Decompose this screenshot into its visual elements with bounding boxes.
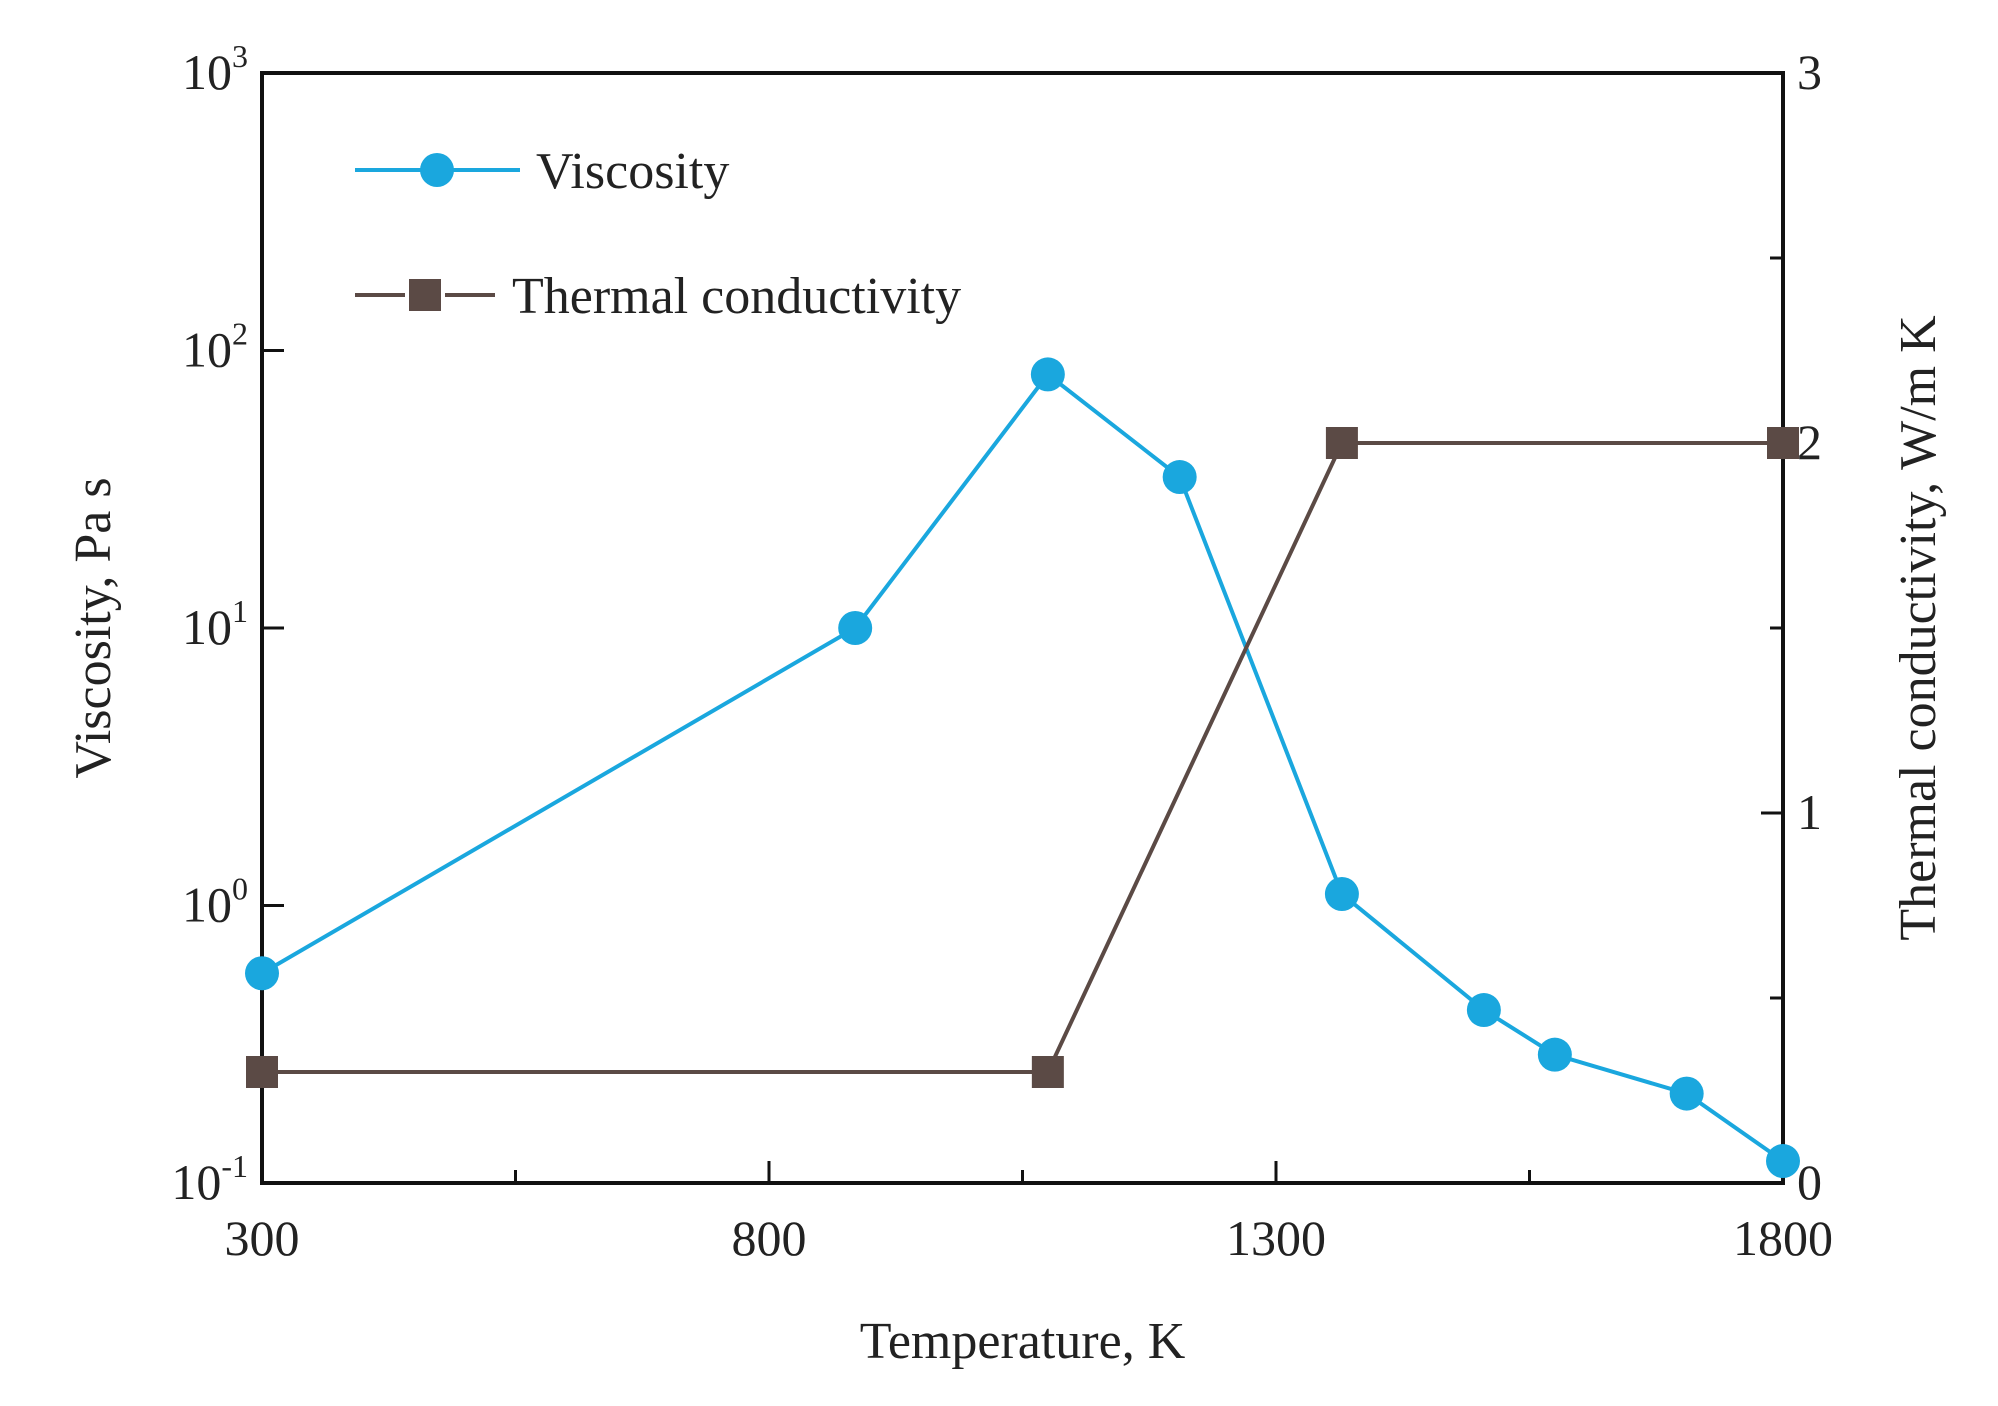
y-right-axis-title: Thermal conductivity, W/m K — [1890, 315, 1947, 941]
viscosity-point — [1030, 357, 1065, 392]
y-left-tick-label: 10-1 — [171, 1148, 248, 1210]
legend-thermal-conductivity-label: Thermal conductivity — [512, 268, 961, 325]
legend: Viscosity Thermal conductivity — [355, 143, 961, 325]
y-left-tick-label: 103 — [182, 38, 248, 100]
x-tick-label: 1300 — [1226, 1210, 1326, 1266]
series-group — [245, 357, 1800, 1179]
viscosity-point — [1162, 460, 1197, 495]
viscosity-point — [1466, 993, 1501, 1028]
axis-ticks — [260, 71, 1785, 1185]
plot-frame — [260, 71, 1785, 1185]
thermal-conductivity-point — [246, 1056, 278, 1088]
viscosity-point — [838, 611, 873, 645]
y-right-tick-label: 1 — [1797, 784, 1822, 840]
viscosity-point — [1766, 1144, 1800, 1179]
x-tick-label: 300 — [225, 1210, 300, 1266]
viscosity-point — [1537, 1037, 1572, 1072]
x-axis-title: Temperature, K — [860, 1313, 1186, 1370]
y-left-tick-label: 100 — [182, 871, 248, 933]
y-left-tick-label: 101 — [182, 593, 248, 655]
y-left-axis-title: Viscosity, Pa s — [65, 477, 122, 778]
y-left-tick-label: 102 — [182, 316, 248, 378]
viscosity-point — [1324, 877, 1359, 912]
y-right-tick-label: 0 — [1797, 1154, 1822, 1210]
viscosity-point — [1669, 1076, 1704, 1111]
legend-viscosity-marker — [420, 153, 454, 187]
thermal-conductivity-point — [1325, 427, 1358, 459]
thermal-conductivity-point — [1031, 1056, 1064, 1088]
x-tick-label: 800 — [732, 1210, 807, 1266]
viscosity-point — [245, 956, 279, 991]
y-right-tick-label: 3 — [1797, 44, 1822, 100]
thermal-conductivity-point — [1767, 427, 1799, 459]
legend-thermal-conductivity-marker — [409, 279, 441, 311]
legend-viscosity-label: Viscosity — [536, 143, 729, 200]
thermal-conductivity-line — [262, 441, 1783, 1074]
x-tick-label: 1800 — [1733, 1210, 1833, 1266]
y-right-tick-label: 2 — [1797, 414, 1822, 470]
